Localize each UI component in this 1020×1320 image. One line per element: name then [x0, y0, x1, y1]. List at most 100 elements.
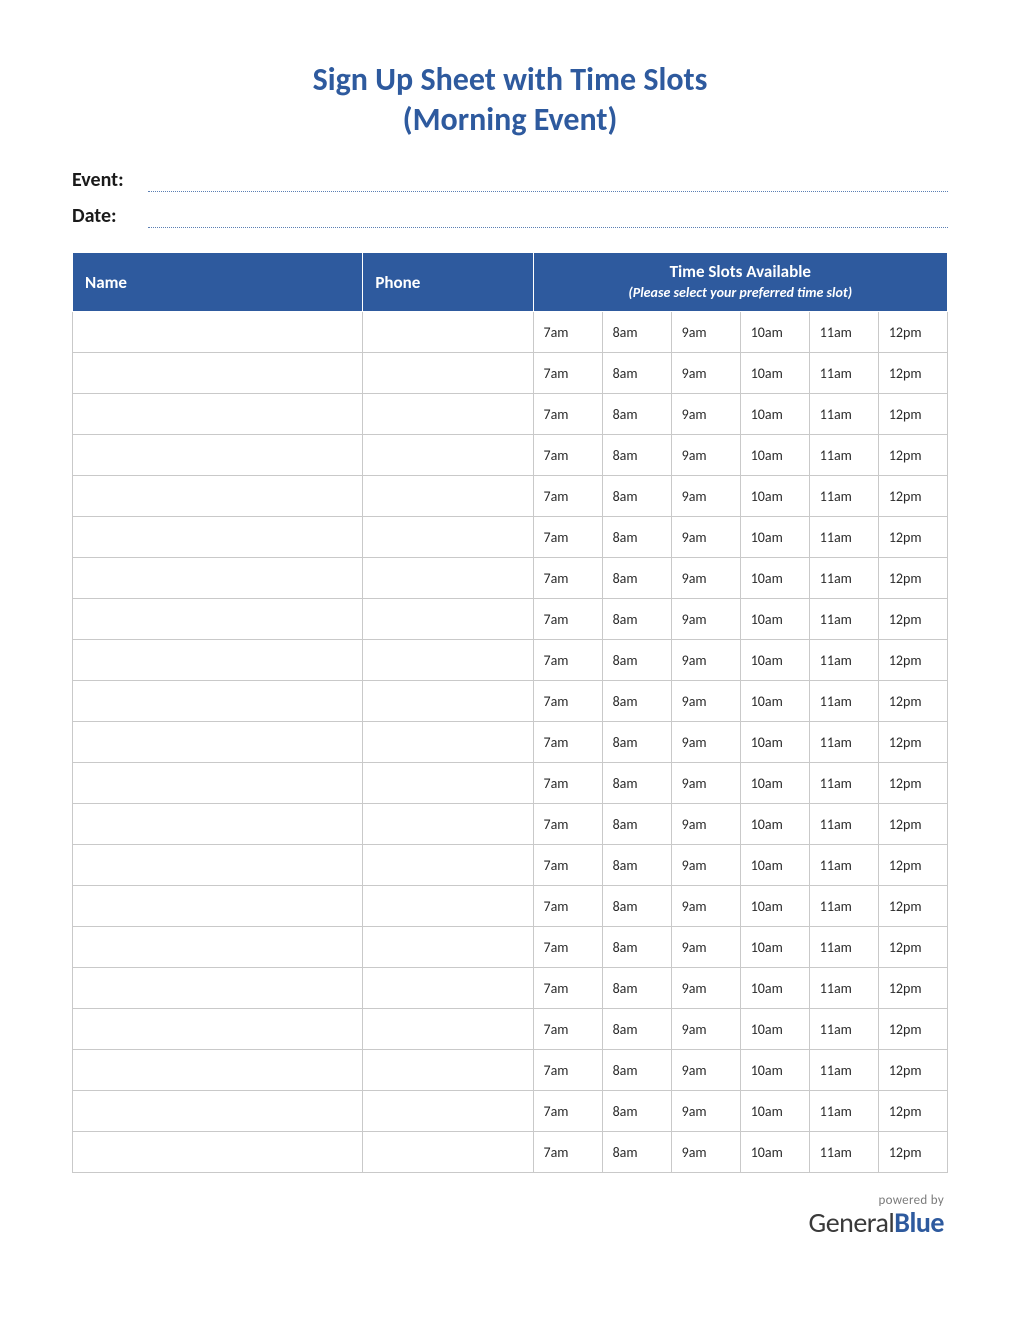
time-slot-cell[interactable]: 7am — [533, 517, 602, 558]
name-cell[interactable] — [73, 517, 363, 558]
time-slot-cell[interactable]: 11am — [809, 353, 878, 394]
phone-cell[interactable] — [363, 517, 533, 558]
time-slot-cell[interactable]: 8am — [602, 353, 671, 394]
time-slot-cell[interactable]: 7am — [533, 1091, 602, 1132]
time-slot-cell[interactable]: 11am — [809, 435, 878, 476]
name-cell[interactable] — [73, 353, 363, 394]
time-slot-cell[interactable]: 12pm — [878, 394, 947, 435]
time-slot-cell[interactable]: 11am — [809, 886, 878, 927]
phone-cell[interactable] — [363, 763, 533, 804]
name-cell[interactable] — [73, 763, 363, 804]
time-slot-cell[interactable]: 12pm — [878, 845, 947, 886]
time-slot-cell[interactable]: 8am — [602, 640, 671, 681]
time-slot-cell[interactable]: 7am — [533, 763, 602, 804]
time-slot-cell[interactable]: 7am — [533, 845, 602, 886]
time-slot-cell[interactable]: 10am — [740, 599, 809, 640]
time-slot-cell[interactable]: 11am — [809, 968, 878, 1009]
time-slot-cell[interactable]: 7am — [533, 394, 602, 435]
time-slot-cell[interactable]: 9am — [671, 1009, 740, 1050]
time-slot-cell[interactable]: 10am — [740, 1091, 809, 1132]
time-slot-cell[interactable]: 10am — [740, 394, 809, 435]
name-cell[interactable] — [73, 681, 363, 722]
name-cell[interactable] — [73, 804, 363, 845]
time-slot-cell[interactable]: 12pm — [878, 435, 947, 476]
time-slot-cell[interactable]: 8am — [602, 681, 671, 722]
time-slot-cell[interactable]: 7am — [533, 927, 602, 968]
time-slot-cell[interactable]: 12pm — [878, 353, 947, 394]
time-slot-cell[interactable]: 12pm — [878, 886, 947, 927]
time-slot-cell[interactable]: 9am — [671, 1091, 740, 1132]
time-slot-cell[interactable]: 11am — [809, 1132, 878, 1173]
phone-cell[interactable] — [363, 476, 533, 517]
time-slot-cell[interactable]: 11am — [809, 763, 878, 804]
time-slot-cell[interactable]: 10am — [740, 681, 809, 722]
time-slot-cell[interactable]: 12pm — [878, 681, 947, 722]
phone-cell[interactable] — [363, 312, 533, 353]
time-slot-cell[interactable]: 11am — [809, 476, 878, 517]
time-slot-cell[interactable]: 9am — [671, 558, 740, 599]
name-cell[interactable] — [73, 599, 363, 640]
name-cell[interactable] — [73, 886, 363, 927]
time-slot-cell[interactable]: 7am — [533, 353, 602, 394]
time-slot-cell[interactable]: 9am — [671, 886, 740, 927]
time-slot-cell[interactable]: 10am — [740, 353, 809, 394]
time-slot-cell[interactable]: 8am — [602, 1091, 671, 1132]
time-slot-cell[interactable]: 12pm — [878, 804, 947, 845]
time-slot-cell[interactable]: 10am — [740, 640, 809, 681]
time-slot-cell[interactable]: 9am — [671, 722, 740, 763]
time-slot-cell[interactable]: 12pm — [878, 476, 947, 517]
time-slot-cell[interactable]: 10am — [740, 1050, 809, 1091]
phone-cell[interactable] — [363, 681, 533, 722]
time-slot-cell[interactable]: 11am — [809, 1050, 878, 1091]
time-slot-cell[interactable]: 7am — [533, 435, 602, 476]
time-slot-cell[interactable]: 7am — [533, 599, 602, 640]
date-input-line[interactable] — [148, 208, 948, 228]
name-cell[interactable] — [73, 558, 363, 599]
time-slot-cell[interactable]: 11am — [809, 312, 878, 353]
time-slot-cell[interactable]: 7am — [533, 681, 602, 722]
time-slot-cell[interactable]: 10am — [740, 845, 809, 886]
time-slot-cell[interactable]: 7am — [533, 640, 602, 681]
time-slot-cell[interactable]: 9am — [671, 476, 740, 517]
name-cell[interactable] — [73, 968, 363, 1009]
name-cell[interactable] — [73, 1009, 363, 1050]
time-slot-cell[interactable]: 11am — [809, 394, 878, 435]
phone-cell[interactable] — [363, 804, 533, 845]
time-slot-cell[interactable]: 7am — [533, 1009, 602, 1050]
time-slot-cell[interactable]: 9am — [671, 968, 740, 1009]
phone-cell[interactable] — [363, 722, 533, 763]
time-slot-cell[interactable]: 12pm — [878, 927, 947, 968]
phone-cell[interactable] — [363, 927, 533, 968]
time-slot-cell[interactable]: 8am — [602, 927, 671, 968]
phone-cell[interactable] — [363, 599, 533, 640]
time-slot-cell[interactable]: 8am — [602, 558, 671, 599]
time-slot-cell[interactable]: 11am — [809, 927, 878, 968]
time-slot-cell[interactable]: 12pm — [878, 968, 947, 1009]
time-slot-cell[interactable]: 10am — [740, 968, 809, 1009]
name-cell[interactable] — [73, 640, 363, 681]
time-slot-cell[interactable]: 8am — [602, 845, 671, 886]
name-cell[interactable] — [73, 435, 363, 476]
time-slot-cell[interactable]: 12pm — [878, 599, 947, 640]
time-slot-cell[interactable]: 10am — [740, 517, 809, 558]
time-slot-cell[interactable]: 8am — [602, 312, 671, 353]
time-slot-cell[interactable]: 11am — [809, 599, 878, 640]
time-slot-cell[interactable]: 11am — [809, 517, 878, 558]
time-slot-cell[interactable]: 8am — [602, 886, 671, 927]
time-slot-cell[interactable]: 11am — [809, 845, 878, 886]
time-slot-cell[interactable]: 9am — [671, 804, 740, 845]
time-slot-cell[interactable]: 8am — [602, 394, 671, 435]
name-cell[interactable] — [73, 476, 363, 517]
time-slot-cell[interactable]: 9am — [671, 435, 740, 476]
time-slot-cell[interactable]: 7am — [533, 1132, 602, 1173]
time-slot-cell[interactable]: 7am — [533, 558, 602, 599]
time-slot-cell[interactable]: 10am — [740, 476, 809, 517]
name-cell[interactable] — [73, 1050, 363, 1091]
time-slot-cell[interactable]: 11am — [809, 1091, 878, 1132]
time-slot-cell[interactable]: 9am — [671, 599, 740, 640]
phone-cell[interactable] — [363, 558, 533, 599]
time-slot-cell[interactable]: 8am — [602, 517, 671, 558]
time-slot-cell[interactable]: 11am — [809, 640, 878, 681]
time-slot-cell[interactable]: 10am — [740, 886, 809, 927]
time-slot-cell[interactable]: 12pm — [878, 722, 947, 763]
